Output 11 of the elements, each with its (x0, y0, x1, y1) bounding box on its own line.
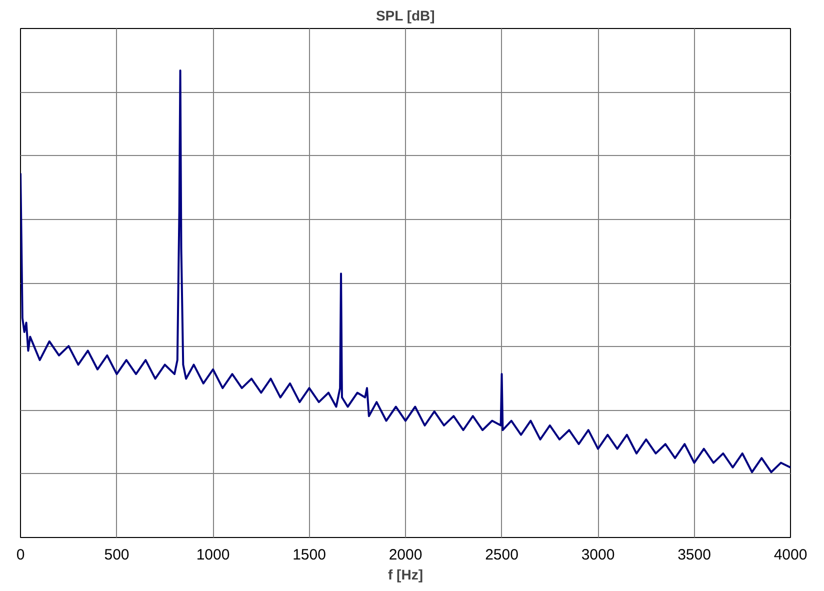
x-axis-title: f [Hz] (388, 566, 424, 582)
x-tick-label: 1500 (292, 546, 326, 564)
x-tick-label: 3000 (581, 546, 615, 564)
x-tick-label: 4000 (774, 546, 808, 564)
x-tick-label: 3500 (678, 546, 711, 564)
x-tick-label: 0 (16, 546, 25, 564)
x-tick-label: 1000 (196, 546, 230, 564)
y-axis-title: SPL [dB] (376, 8, 435, 24)
x-tick-label: 2500 (485, 546, 518, 564)
x-tick-label: 500 (104, 546, 130, 564)
x-tick-label: 2000 (388, 546, 422, 564)
